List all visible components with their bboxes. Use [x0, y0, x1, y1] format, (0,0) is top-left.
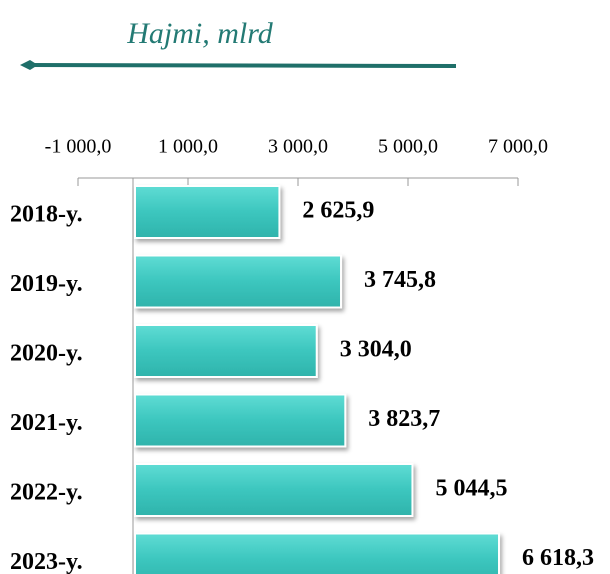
value-label: 3 823,7 — [368, 406, 440, 432]
y-tick-label: 2022-y. — [10, 480, 83, 506]
y-tick-label: 2018-y. — [10, 202, 83, 228]
x-tick-label: 1 000,0 — [158, 136, 218, 158]
x-tick-label: 3 000,0 — [268, 136, 328, 158]
bar — [134, 254, 343, 309]
chart-title: Hajmi, mlrd — [126, 17, 274, 50]
bar — [134, 185, 281, 239]
value-label: 6 618,3 — [522, 545, 594, 571]
x-tick-label: 7 000,0 — [488, 136, 548, 158]
y-tick-label: 2019-y. — [10, 271, 83, 297]
bar — [134, 532, 501, 574]
value-label: 2 625,9 — [302, 198, 374, 224]
y-tick-label: 2020-y. — [10, 341, 83, 367]
title-rule — [27, 63, 457, 68]
bar — [134, 463, 414, 517]
value-label: 5 044,5 — [435, 476, 507, 502]
value-label: 3 304,0 — [340, 337, 412, 363]
y-tick-label: 2023-y. — [10, 549, 83, 574]
bar — [134, 324, 318, 378]
value-label: 3 745,8 — [364, 267, 436, 293]
x-tick-label: -1 000,0 — [45, 136, 112, 158]
y-tick-label: 2021-y. — [10, 410, 83, 436]
bar — [134, 393, 347, 448]
x-tick-label: 5 000,0 — [378, 136, 438, 158]
rule-end — [20, 60, 38, 70]
